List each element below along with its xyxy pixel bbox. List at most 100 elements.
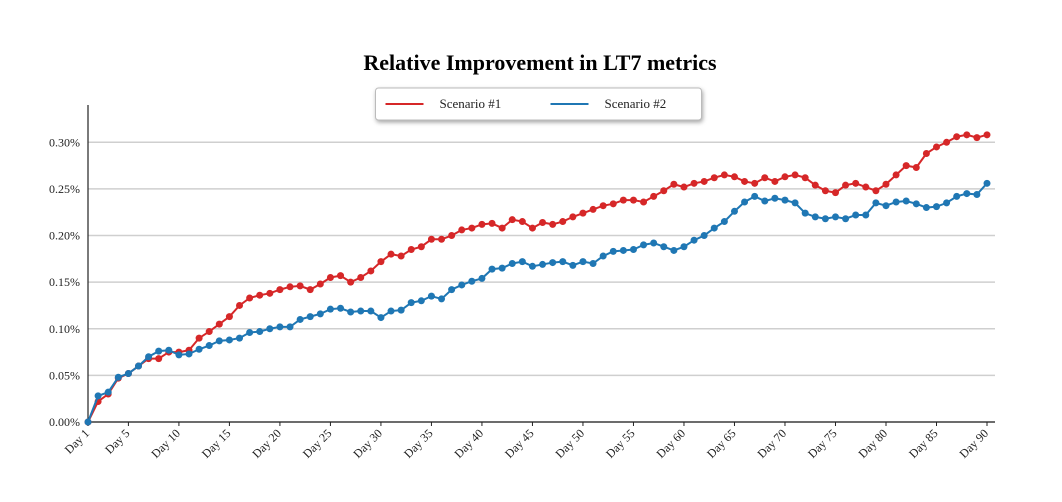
point	[155, 355, 163, 363]
point	[872, 187, 880, 195]
point	[660, 243, 668, 251]
point	[579, 258, 587, 266]
point	[397, 306, 405, 314]
point	[609, 247, 617, 255]
x-tick-label: Day 50	[552, 426, 587, 461]
point	[367, 267, 375, 275]
point	[407, 299, 415, 307]
point	[609, 200, 617, 208]
point	[599, 252, 607, 260]
point	[427, 292, 435, 300]
point	[791, 199, 799, 207]
point	[801, 209, 809, 217]
point	[902, 197, 910, 205]
point	[84, 418, 92, 426]
point	[700, 232, 708, 240]
point	[205, 342, 213, 350]
point	[973, 134, 981, 142]
x-tick-label: Day 70	[754, 426, 789, 461]
point	[225, 336, 233, 344]
point	[963, 131, 971, 139]
point	[236, 301, 244, 309]
point	[326, 305, 334, 313]
point	[549, 220, 557, 228]
point	[730, 207, 738, 215]
point	[831, 189, 839, 197]
point	[518, 258, 526, 266]
point	[700, 177, 708, 185]
series-line	[87, 182, 988, 423]
point	[478, 220, 486, 228]
point	[872, 199, 880, 207]
point	[246, 328, 254, 336]
point	[579, 209, 587, 217]
point	[205, 328, 213, 336]
point	[892, 198, 900, 206]
x-tick-label: Day 10	[148, 426, 183, 461]
point	[761, 174, 769, 182]
point	[104, 388, 112, 396]
point	[549, 259, 557, 267]
point	[518, 218, 526, 226]
point	[831, 213, 839, 221]
point	[266, 325, 274, 333]
point	[508, 260, 516, 267]
point	[771, 194, 779, 202]
point	[448, 286, 456, 294]
point	[165, 346, 173, 354]
point	[417, 297, 425, 305]
point	[650, 192, 658, 200]
point	[862, 211, 870, 219]
point	[852, 179, 860, 187]
point	[276, 323, 284, 331]
point	[943, 199, 951, 207]
point	[761, 197, 769, 205]
point	[842, 181, 850, 189]
point	[508, 216, 516, 224]
point	[983, 179, 991, 187]
point	[619, 196, 627, 204]
point	[791, 171, 799, 179]
point	[670, 180, 678, 188]
point	[337, 304, 345, 312]
point	[266, 289, 274, 297]
point	[215, 337, 223, 345]
point	[771, 177, 779, 185]
point	[387, 307, 395, 315]
y-tick-label: 0.15%	[49, 275, 80, 289]
point	[468, 277, 476, 285]
point	[488, 219, 496, 227]
point	[892, 171, 900, 179]
point	[306, 286, 314, 294]
point	[124, 370, 132, 378]
point	[953, 133, 961, 141]
y-tick-label: 0.20%	[49, 229, 80, 243]
point	[882, 180, 890, 188]
point	[629, 246, 637, 254]
point	[932, 203, 940, 211]
point	[286, 323, 294, 331]
y-tick-label: 0.00%	[49, 415, 80, 429]
point	[569, 213, 577, 221]
point	[559, 218, 567, 226]
point	[256, 291, 264, 299]
point	[377, 314, 385, 322]
point	[286, 283, 294, 291]
point	[720, 171, 728, 179]
point	[377, 258, 385, 266]
point	[912, 200, 920, 208]
point	[670, 246, 678, 254]
point	[619, 246, 627, 254]
point	[801, 174, 809, 182]
point	[751, 192, 759, 200]
point	[932, 143, 940, 151]
x-tick-label: Day 75	[805, 426, 840, 461]
point	[811, 181, 819, 189]
point	[357, 273, 365, 281]
point	[448, 232, 456, 240]
point	[145, 353, 153, 361]
point	[730, 173, 738, 181]
x-tick-label: Day 80	[855, 426, 890, 461]
x-tick-label: Day 90	[956, 426, 991, 461]
